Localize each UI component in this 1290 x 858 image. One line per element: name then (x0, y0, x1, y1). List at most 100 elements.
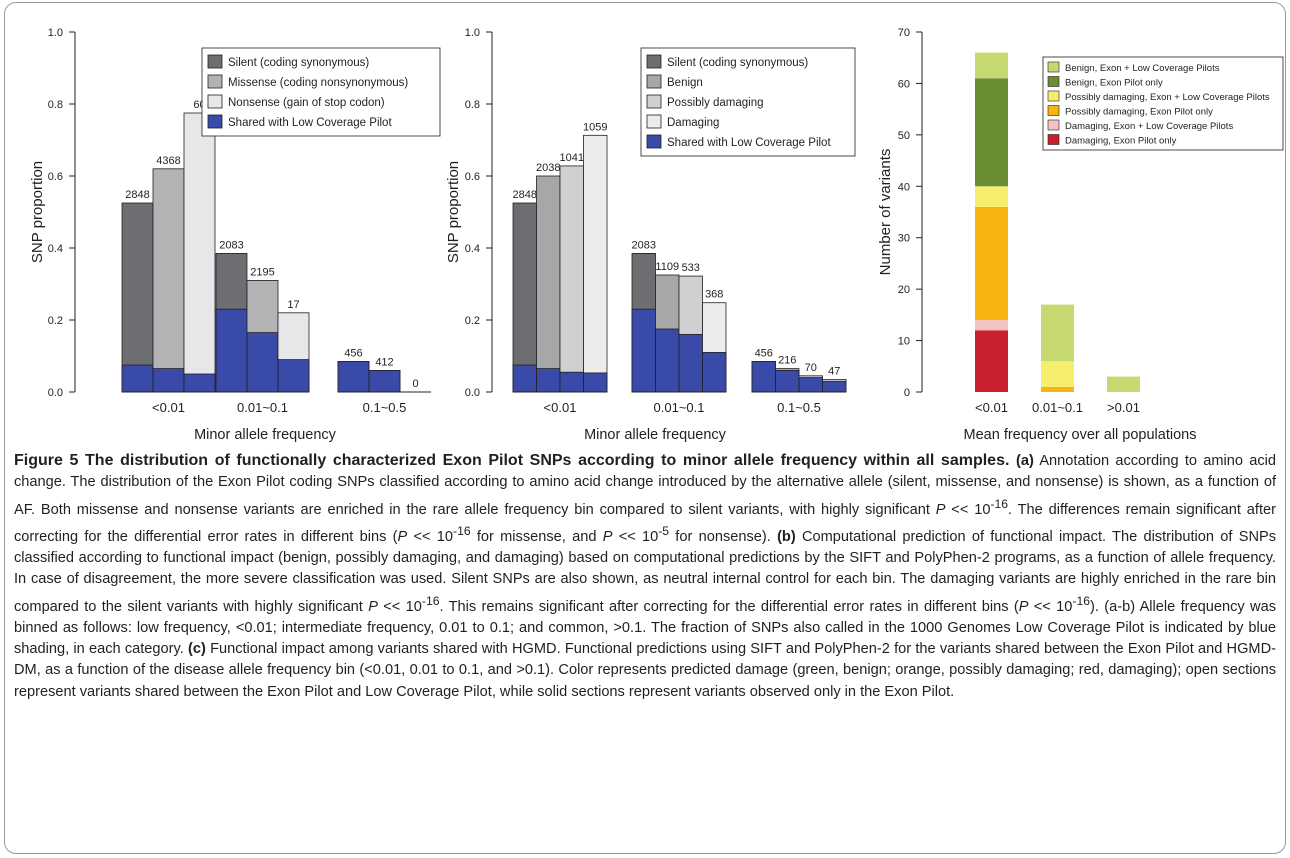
panel-b-bar-count-label: 1041 (560, 152, 584, 164)
panel-a-legend-label: Silent (coding synonymous) (228, 57, 369, 69)
panel-b-bar (560, 166, 584, 392)
panel-b-bar (537, 176, 561, 392)
caption-label-a: (a) (1016, 453, 1034, 469)
panel-c-chart: 010203040506070Number of variants<0.01 0.… (877, 27, 1283, 443)
caption-title: Figure 5 The distribution of functionall… (14, 452, 1005, 469)
panel-b-bar-count-label: 533 (682, 262, 700, 274)
panel-b-legend-label: Shared with Low Coverage Pilot (667, 137, 831, 149)
panel-b-bar-shared (513, 365, 537, 392)
panel-c-bar-segment (1107, 377, 1140, 392)
panel-a-bar-shared (184, 374, 215, 392)
panel-b-bar-shared (776, 370, 800, 392)
panel-b-x-category-label: 0.01~0.1 (654, 400, 705, 415)
panel-b-y-axis-label: SNP proportion (445, 161, 462, 263)
panel-c-bar-segment (975, 186, 1008, 207)
panel-b-bar-count-label: 2083 (632, 239, 656, 251)
panel-a-y-tick-label: 0.2 (48, 315, 63, 327)
panel-a-y-tick-label: 0.4 (48, 243, 63, 255)
panel-a-bar-count-label: 456 (344, 347, 362, 359)
panel-b-x-axis-label: Minor allele frequency (584, 427, 727, 443)
panel-a-y-tick-label: 0.8 (48, 99, 63, 111)
panel-b-y-tick-label: 0.4 (465, 243, 480, 255)
panel-b-bar-shared (560, 372, 584, 392)
panel-c-legend-label: Possibly damaging, Exon Pilot only (1065, 107, 1213, 118)
panel-c-y-tick-label: 60 (898, 78, 910, 90)
panel-c-x-axis-label: Mean frequency over all populations (964, 427, 1197, 443)
panel-b-x-category-label: <0.01 (544, 400, 577, 415)
panel-b-bar-shared (656, 329, 680, 392)
panel-c-legend-swatch (1048, 106, 1059, 116)
panel-c-y-tick-label: 30 (898, 233, 910, 245)
panel-a-bar (122, 203, 153, 392)
panel-c-legend-label: Damaging, Exon + Low Coverage Pilots (1065, 121, 1233, 132)
panel-b-bar-shared (823, 381, 847, 392)
panel-c-bar-segment (1041, 361, 1074, 387)
panel-a-bar-count-label: 2195 (250, 266, 274, 278)
panel-c-legend-label: Damaging, Exon Pilot only (1065, 136, 1177, 147)
figure-caption: Figure 5 The distribution of functionall… (14, 450, 1276, 703)
panel-b-legend-swatch (647, 95, 661, 108)
panel-b-bar (584, 135, 608, 392)
panel-c-bar-segment (1041, 387, 1074, 392)
panel-b-bar (513, 203, 537, 392)
panel-b-bar-count-label: 70 (805, 362, 817, 374)
panel-c-legend-label: Benign, Exon + Low Coverage Pilots (1065, 63, 1220, 74)
panel-b-legend-label: Possibly damaging (667, 97, 764, 109)
panel-a-y-axis-label: SNP proportion (29, 161, 46, 263)
panel-c-bar-segment (975, 330, 1008, 392)
panel-a-bar-count-label: 4368 (156, 155, 180, 167)
panel-b-bar-count-label: 2848 (513, 189, 537, 201)
panel-a-bar (153, 169, 184, 392)
panel-b-y-tick-label: 0.6 (465, 171, 480, 183)
panel-b-legend-swatch (647, 115, 661, 128)
panel-c-x-category-label: <0.01 (975, 400, 1008, 415)
panel-c-y-tick-label: 40 (898, 181, 910, 193)
panel-c-y-tick-label: 20 (898, 284, 910, 296)
panel-b-bar-shared (537, 369, 561, 392)
panel-c-y-tick-label: 0 (904, 387, 910, 399)
panel-b-legend-swatch (647, 135, 661, 148)
panel-a-bar-count-label: 2083 (219, 239, 243, 251)
panel-b-legend-label: Benign (667, 77, 703, 89)
panel-a-bar-shared (247, 333, 278, 392)
panel-b-y-tick-label: 0.2 (465, 315, 480, 327)
caption-label-c: (c) (188, 641, 206, 657)
panel-b-y-tick-label: 0.8 (465, 99, 480, 111)
panel-a-bar-shared (338, 361, 369, 392)
panel-b-bar-count-label: 1109 (655, 261, 679, 273)
panel-c-legend-swatch (1048, 135, 1059, 145)
panel-a-x-category-label: 0.01~0.1 (237, 400, 288, 415)
panel-c-y-axis-label: Number of variants (877, 149, 894, 276)
panel-c-legend-label: Possibly damaging, Exon + Low Coverage P… (1065, 92, 1270, 103)
panel-c-x-category-label: 0.01~0.1 (1032, 400, 1083, 415)
panel-c-y-tick-label: 50 (898, 130, 910, 142)
panel-b-legend-swatch (647, 75, 661, 88)
panel-a-x-axis-label: Minor allele frequency (194, 427, 337, 443)
panel-a-bar-count-label: 0 (412, 378, 418, 390)
panel-c-legend-swatch (1048, 120, 1059, 130)
panel-b-bar-shared (679, 334, 703, 392)
panel-a-bar-count-label: 17 (287, 299, 299, 311)
panel-b-bar-count-label: 2038 (536, 162, 560, 174)
panel-a-chart: 0.0 0.2 0.4 0.6 0.8 1.0 SNP proportion 2848 4368… (29, 27, 440, 443)
panel-b-legend-label: Silent (coding synonymous) (667, 57, 808, 69)
panel-a-x-category-label: <0.01 (152, 400, 185, 415)
panel-a-legend-swatch (208, 55, 222, 68)
panel-b-chart: 0.0 0.2 0.4 0.6 0.8 1.0 SNP proportion 2848 2038… (445, 27, 855, 443)
panel-a-bar-count-label: 2848 (125, 189, 149, 201)
panel-a-bar-shared (369, 370, 400, 392)
panel-a-legend-swatch (208, 75, 222, 88)
panel-a-bar (184, 113, 215, 392)
panel-c-bar-segment (1041, 305, 1074, 362)
panel-b-legend-swatch (647, 55, 661, 68)
panel-a-legend-label: Missense (coding nonsynonymous) (228, 77, 408, 89)
panel-c-legend-swatch (1048, 91, 1059, 101)
panel-b-bar-count-label: 47 (828, 365, 840, 377)
panel-c-legend-label: Benign, Exon Pilot only (1065, 78, 1163, 89)
panel-b-legend-label: Damaging (667, 117, 719, 129)
panel-a-bar-shared (122, 365, 153, 392)
panel-a-bar-shared (216, 309, 247, 392)
panel-c-bar-segment (975, 53, 1008, 79)
panel-a-bar-shared (153, 369, 184, 392)
panel-b-bar-shared (584, 373, 608, 392)
